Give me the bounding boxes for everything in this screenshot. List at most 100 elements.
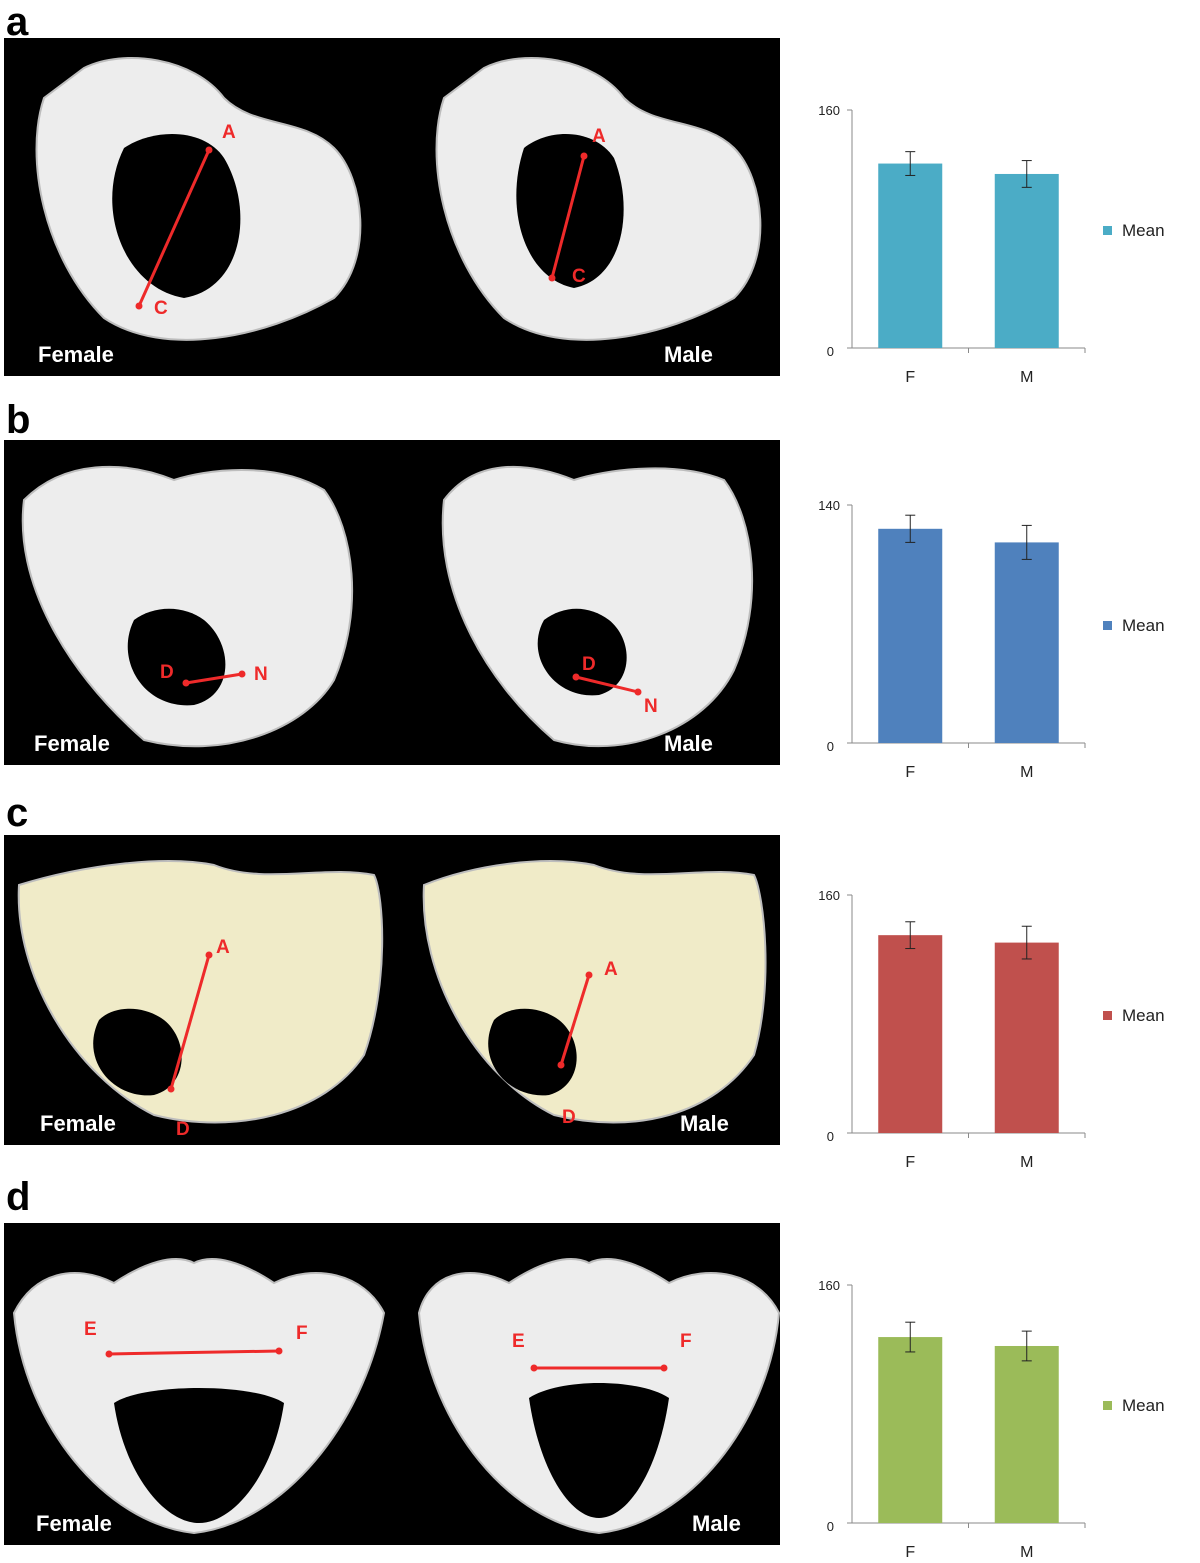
panel-a: a A C A C Female Male 160 0 F M Mean xyxy=(0,0,1200,390)
female-label: Female xyxy=(38,342,114,367)
panel-letter: d xyxy=(6,1175,31,1219)
landmark-label: F xyxy=(680,1331,692,1352)
category-label-m: M xyxy=(1020,1544,1033,1561)
landmark-label: D xyxy=(160,662,174,683)
landmark-dot xyxy=(205,146,213,154)
female-label: Female xyxy=(34,731,110,756)
female-label: Female xyxy=(40,1111,116,1136)
measurement-line xyxy=(108,1349,280,1356)
measurement-line xyxy=(559,974,591,1066)
pelvic-opening xyxy=(488,1008,577,1096)
landmark-dot xyxy=(205,951,213,959)
legend-label: Mean xyxy=(1122,616,1165,635)
female-pelvis-shape xyxy=(17,860,384,1124)
landmark-label: A xyxy=(222,122,236,143)
female-pelvis-shape xyxy=(21,465,354,748)
category-label-m: M xyxy=(1020,369,1033,386)
male-pelvis-shape xyxy=(422,860,767,1124)
category-label-f: F xyxy=(905,764,915,781)
landmark-dot xyxy=(105,1350,113,1358)
landmark-label: D xyxy=(176,1119,190,1140)
y-tick-label-max: 160 xyxy=(818,888,840,903)
landmark-dot xyxy=(548,274,556,282)
landmark-dot xyxy=(660,1364,668,1372)
panel-d: d E F E F Female Male 160 0 F M Mean xyxy=(0,1175,1200,1563)
pelvis-illustration: A C A C xyxy=(35,57,762,341)
pelvis-image-pair: D N D N Female Male xyxy=(4,440,780,765)
y-tick-label-max: 160 xyxy=(818,1278,840,1293)
landmark-dot xyxy=(557,1061,565,1069)
pelvis-image-pair: A D A D Female Male xyxy=(4,835,780,1145)
landmark-dot xyxy=(572,673,580,681)
male-label: Male xyxy=(664,342,713,367)
legend-swatch xyxy=(1103,1011,1112,1020)
legend-swatch xyxy=(1103,226,1112,235)
panel-c: c A D A D Female Male 160 0 F M Mean xyxy=(0,785,1200,1175)
male-pelvis-shape xyxy=(441,465,754,748)
landmark-label: N xyxy=(254,664,268,685)
landmark-label: E xyxy=(512,1331,525,1352)
landmark-label: A xyxy=(216,937,230,958)
category-label-f: F xyxy=(905,1154,915,1171)
category-label-f: F xyxy=(905,369,915,386)
panel-letter: c xyxy=(6,791,29,835)
legend-label: Mean xyxy=(1122,221,1165,240)
landmark-label: A xyxy=(592,126,606,147)
pelvic-opening xyxy=(112,134,241,298)
landmark-dot xyxy=(580,152,588,160)
male-label: Male xyxy=(692,1511,741,1536)
bar-f xyxy=(878,528,943,743)
bar-m xyxy=(994,1345,1059,1523)
bar-m xyxy=(994,942,1059,1133)
bar-chart-c: 160 0 F M Mean xyxy=(818,888,1165,1171)
bar-chart-b: 140 0 F M Mean xyxy=(818,498,1165,781)
measurement-line xyxy=(185,672,243,685)
landmark-label: D xyxy=(582,654,596,675)
panel-letter: b xyxy=(6,398,31,442)
bar-f xyxy=(878,163,943,348)
legend-label: Mean xyxy=(1122,1006,1165,1025)
y-tick-label-min: 0 xyxy=(827,344,834,359)
male-label: Male xyxy=(680,1111,729,1136)
landmark-label: D xyxy=(562,1107,576,1128)
panel-letter: a xyxy=(6,0,29,44)
pelvic-opening xyxy=(537,608,627,696)
bar-f xyxy=(878,935,943,1133)
pelvic-opening xyxy=(93,1008,182,1096)
landmark-label: C xyxy=(572,266,586,287)
pelvis-illustration: D N D N xyxy=(21,465,754,748)
measurement-line xyxy=(575,675,639,694)
landmark-dot xyxy=(135,302,143,310)
landmark-dot xyxy=(182,679,190,687)
pelvis-image-pair: E F E F Female Male xyxy=(4,1223,780,1545)
legend-label: Mean xyxy=(1122,1396,1165,1415)
pelvis-image-pair: A C A C Female Male xyxy=(4,38,780,376)
landmark-dot xyxy=(238,670,246,678)
bar-chart-d: 160 0 F M Mean xyxy=(818,1278,1165,1561)
measurement-line xyxy=(169,954,211,1090)
category-label-m: M xyxy=(1020,764,1033,781)
pelvis-illustration: A D A D xyxy=(17,860,767,1140)
pelvic-opening xyxy=(114,1388,284,1523)
bar-chart-a: 160 0 F M Mean xyxy=(818,103,1165,386)
pelvic-opening xyxy=(529,1383,669,1518)
y-tick-label-max: 140 xyxy=(818,498,840,513)
landmark-label: A xyxy=(604,959,618,980)
landmark-label: C xyxy=(154,298,168,319)
y-tick-label-min: 0 xyxy=(827,1519,834,1534)
bar-f xyxy=(878,1337,943,1523)
landmark-label: N xyxy=(644,696,658,717)
landmark-label: E xyxy=(84,1319,97,1340)
landmark-dot xyxy=(275,1347,283,1355)
y-tick-label-min: 0 xyxy=(827,739,834,754)
female-label: Female xyxy=(36,1511,112,1536)
category-label-m: M xyxy=(1020,1154,1033,1171)
measurement-line xyxy=(550,155,586,279)
landmark-label: F xyxy=(296,1323,308,1344)
y-tick-label-min: 0 xyxy=(827,1129,834,1144)
category-label-f: F xyxy=(905,1544,915,1561)
measurement-line xyxy=(137,149,211,307)
male-label: Male xyxy=(664,731,713,756)
panel-b: b D N D N Female Male 140 0 F M Mean xyxy=(0,395,1200,785)
